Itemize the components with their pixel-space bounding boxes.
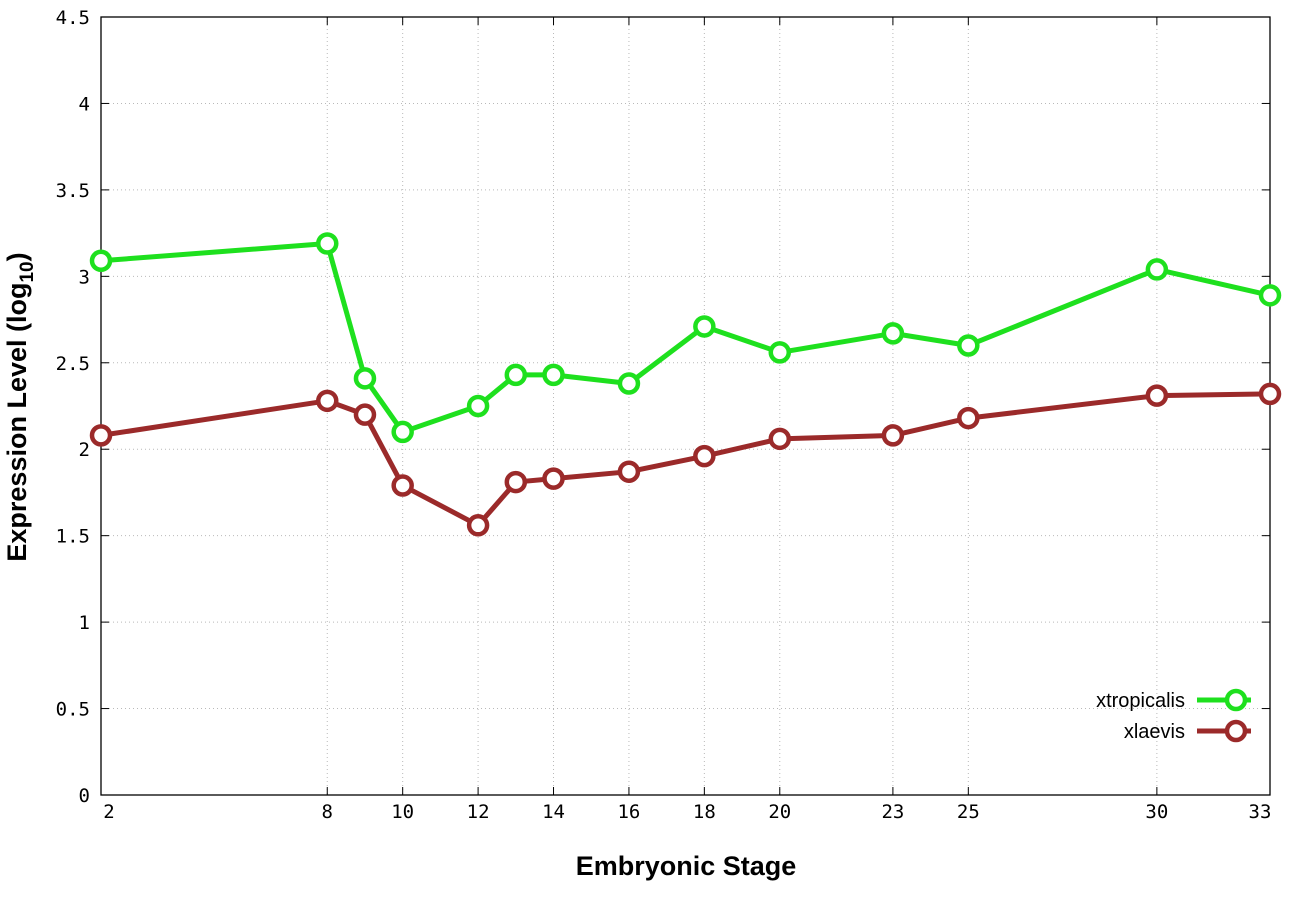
data-point-xlaevis <box>881 424 905 447</box>
data-point-xtropicalis <box>504 363 528 387</box>
legend-label: xtropicalis <box>1096 690 1185 712</box>
data-point-xlaevis <box>1258 382 1282 406</box>
x-tick-label: 14 <box>542 801 565 823</box>
legend-marker-swatch <box>1224 688 1248 712</box>
x-tick-label: 23 <box>881 801 904 823</box>
data-point-xtropicalis <box>1258 284 1282 307</box>
y-tick-label: 4 <box>79 93 90 115</box>
data-point-xtropicalis <box>89 249 113 273</box>
series-line-xlaevis <box>100 391 1271 528</box>
x-tick-label: 2 <box>103 801 114 823</box>
x-tick-label: 8 <box>322 801 333 823</box>
y-tick-label: 0.5 <box>56 699 90 721</box>
y-tick-label: 1 <box>79 612 90 634</box>
x-tick-label: 25 <box>957 801 980 823</box>
x-axis-title: Embryonic Stage <box>576 851 797 881</box>
y-tick-label: 2.5 <box>56 353 90 375</box>
y-tick-label: 1.5 <box>56 526 90 548</box>
legend-label: xlaevis <box>1124 721 1185 743</box>
x-tick-label: 30 <box>1145 801 1168 823</box>
data-point-xlaevis <box>89 424 113 447</box>
grid <box>100 16 1271 796</box>
legend: xtropicalis xlaevis <box>1096 688 1251 743</box>
axis-ticks: 2 8 10 12 14 16 18 20 23 25 30 33 0 0.5 1 1.5 2 2.5 3 3.5 4 4… <box>56 7 1272 823</box>
series-layer <box>89 232 1282 537</box>
data-point-xlaevis <box>353 403 377 426</box>
data-point-xlaevis <box>504 470 528 494</box>
data-point-xtropicalis <box>316 232 339 255</box>
y-tick-label: 0 <box>79 785 90 807</box>
y-axis-title-end: ) <box>2 252 32 261</box>
data-point-xlaevis <box>316 389 339 413</box>
y-tick-label: 3 <box>79 266 90 288</box>
data-point-xtropicalis <box>768 341 792 364</box>
y-tick-label: 3.5 <box>56 180 90 202</box>
data-point-xtropicalis <box>353 367 377 390</box>
x-tick-label: 12 <box>467 801 490 823</box>
data-point-xtropicalis <box>542 363 565 387</box>
data-point-xlaevis <box>617 460 641 483</box>
series-xtropicalis <box>89 232 1282 444</box>
x-tick-label: 33 <box>1249 801 1272 823</box>
data-point-xtropicalis <box>466 394 490 418</box>
data-point-xtropicalis <box>391 420 414 444</box>
legend-item-xtropicalis: xtropicalis <box>1096 688 1251 712</box>
data-point-xtropicalis <box>1145 258 1169 281</box>
data-point-xlaevis <box>1145 384 1169 407</box>
data-point-xtropicalis <box>881 322 905 345</box>
x-tick-label: 16 <box>617 801 640 823</box>
legend-marker-swatch <box>1224 719 1248 743</box>
y-axis-title-main: Expression Level (log <box>2 283 32 562</box>
y-axis-title: Expression Level (log10) <box>2 252 38 561</box>
data-point-xlaevis <box>466 514 490 537</box>
data-point-xlaevis <box>693 444 716 468</box>
legend-item-xlaevis: xlaevis <box>1124 719 1251 743</box>
data-point-xlaevis <box>391 474 414 497</box>
y-axis-title-subscript: 10 <box>17 261 38 282</box>
x-tick-label: 20 <box>768 801 791 823</box>
x-tick-label: 10 <box>391 801 414 823</box>
y-tick-label: 4.5 <box>56 7 90 29</box>
series-xlaevis <box>89 382 1282 537</box>
data-point-xtropicalis <box>617 372 641 395</box>
data-point-xtropicalis <box>957 334 980 357</box>
x-tick-label: 18 <box>693 801 716 823</box>
data-point-xlaevis <box>957 406 980 430</box>
y-tick-label: 2 <box>79 439 90 461</box>
data-point-xlaevis <box>768 427 792 451</box>
plot-frame <box>100 16 1271 796</box>
data-point-xtropicalis <box>693 315 716 338</box>
data-point-xlaevis <box>542 467 565 490</box>
